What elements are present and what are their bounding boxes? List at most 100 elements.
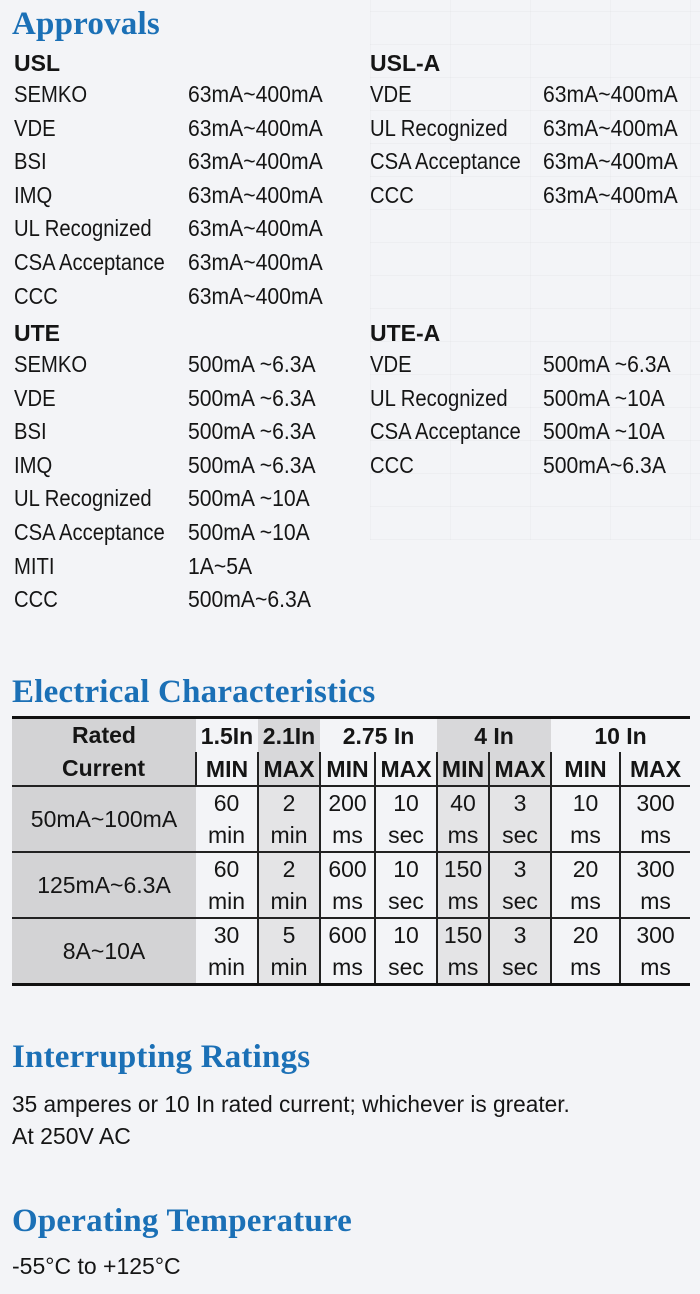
approval-agency: IMQ — [14, 181, 53, 208]
min-max-header: MAX — [257, 752, 320, 787]
ute-group: UTE SEMKO 500mA ~6.3A VDE 500mA ~6.3A BSI 500… — [14, 318, 354, 617]
ute-a-title: UTE-A — [370, 320, 441, 346]
approval-agency: CCC — [14, 282, 58, 309]
approval-range: 500mA~6.3A — [188, 586, 311, 613]
group-header: 10 In — [551, 716, 691, 752]
approval-agency: BSI — [14, 148, 47, 175]
time-value: 3 — [488, 786, 552, 819]
approval-range: 500mA ~6.3A — [188, 384, 316, 411]
time-unit: sec — [373, 819, 438, 853]
approval-row: VDE 500mA ~6.3A — [370, 348, 690, 382]
usl-title: USL — [14, 50, 60, 76]
approval-row: VDE 63mA~400mA — [14, 112, 354, 146]
approval-agency: IMQ — [14, 451, 53, 478]
approval-range: 63mA~400mA — [188, 215, 323, 242]
group-header: 1.5In — [196, 716, 258, 752]
time-unit: ms — [436, 885, 490, 919]
time-unit: min — [257, 885, 320, 919]
min-max-header: MIN — [319, 752, 375, 787]
time-value: 300 — [619, 852, 691, 885]
time-unit: min — [196, 819, 258, 853]
approval-range: 500mA ~10A — [188, 518, 310, 545]
time-value: 600 — [319, 918, 375, 951]
approvals-heading: Approvals — [12, 6, 160, 42]
electrical-table: Rated 1.5In 2.1In 2.75 In 4 In 10 In Cur… — [12, 716, 691, 986]
time-value: 600 — [319, 852, 375, 885]
time-value: 150 — [436, 918, 490, 951]
time-unit: ms — [319, 951, 375, 986]
time-value: 10 — [373, 786, 438, 819]
time-value: 60 — [213, 790, 240, 816]
approval-range: 63mA~400mA — [188, 248, 323, 275]
rated-current-label: 50mA~100mA — [12, 786, 196, 853]
approval-row: CSA Acceptance 63mA~400mA — [370, 145, 690, 179]
ute-a-list: VDE 500mA ~6.3A UL Recognized 500mA ~10A CSA… — [370, 348, 690, 482]
time-value: 60 — [213, 856, 240, 882]
min-max-header: MIN — [550, 752, 621, 787]
time-value: 300 — [619, 786, 691, 819]
approval-agency: CSA Acceptance — [370, 148, 521, 175]
approval-agency: VDE — [370, 81, 412, 107]
approval-agency: MITI — [14, 552, 55, 579]
approval-range: 63mA~400mA — [543, 148, 678, 175]
approval-range: 500mA~6.3A — [543, 451, 666, 478]
usl-a-list: VDE 63mA~400mA UL Recognized 63mA~400mA CSA … — [370, 78, 690, 212]
group-header: 4 In — [437, 716, 552, 752]
time-unit: ms — [436, 951, 490, 986]
approval-range: 500mA ~6.3A — [188, 351, 316, 377]
approval-row: MITI 1A~5A — [14, 550, 354, 584]
approval-row: SEMKO 500mA ~6.3A — [14, 348, 354, 382]
time-unit: ms — [619, 951, 691, 986]
approval-row: UL Recognized 63mA~400mA — [370, 112, 690, 146]
approval-row: UL Recognized 500mA ~10A — [370, 382, 690, 416]
time-unit: ms — [619, 819, 691, 853]
ute-list: SEMKO 500mA ~6.3A VDE 500mA ~6.3A BSI 500mA ~… — [14, 348, 354, 617]
approval-range: 500mA ~10A — [188, 485, 310, 512]
time-value: 3 — [488, 918, 552, 951]
time-unit: ms — [550, 885, 621, 919]
time-value: 10 — [550, 786, 621, 819]
approval-range: 500mA ~10A — [543, 418, 665, 445]
approval-row: UL Recognized 63mA~400mA — [14, 212, 354, 246]
time-value: 150 — [436, 852, 490, 885]
min-max-header: MAX — [619, 752, 691, 787]
approval-agency: UL Recognized — [370, 384, 508, 411]
approval-agency: VDE — [14, 384, 56, 411]
approval-agency: SEMKO — [14, 351, 88, 377]
approval-range: 1A~5A — [188, 552, 253, 579]
time-value: 3 — [488, 852, 552, 885]
temperature-heading: Operating Temperature — [12, 1203, 352, 1239]
approval-agency: SEMKO — [14, 81, 88, 107]
usl-a-group: USL-A VDE 63mA~400mA UL Recognized 63mA~400… — [370, 48, 690, 212]
approval-range: 63mA~400mA — [543, 114, 678, 141]
approval-row: SEMKO 63mA~400mA — [14, 78, 354, 112]
approval-range: 63mA~400mA — [188, 81, 323, 107]
approval-agency: VDE — [14, 114, 56, 141]
approval-agency: UL Recognized — [370, 114, 508, 141]
approval-range: 500mA ~10A — [543, 384, 665, 411]
usl-group: USL SEMKO 63mA~400mA VDE 63mA~400mA BSI 63mA~… — [14, 48, 354, 313]
interrupting-text-line2: At 250V AC — [12, 1123, 131, 1149]
approval-row: VDE 63mA~400mA — [370, 78, 690, 112]
background-bleed-texture — [370, 0, 700, 540]
rated-current-label: 125mA~6.3A — [12, 852, 196, 919]
time-value: 10 — [373, 918, 438, 951]
approval-row: CCC 63mA~400mA — [14, 280, 354, 314]
approval-row: CSA Acceptance 500mA ~10A — [14, 516, 354, 550]
approval-agency: CCC — [370, 451, 414, 478]
interrupting-heading: Interrupting Ratings — [12, 1039, 311, 1075]
approval-agency: CSA Acceptance — [14, 248, 165, 275]
rated-header-line1: Rated — [12, 716, 196, 752]
approval-range: 63mA~400mA — [188, 282, 323, 309]
approval-range: 500mA ~6.3A — [188, 418, 316, 445]
time-unit: min — [196, 951, 258, 986]
approval-row: VDE 500mA ~6.3A — [14, 382, 354, 416]
temperature-text: -55°C to +125°C — [12, 1253, 181, 1279]
approval-row: BSI 63mA~400mA — [14, 145, 354, 179]
ute-title: UTE — [14, 320, 60, 346]
time-value: 300 — [619, 918, 691, 951]
usl-a-title: USL-A — [370, 50, 441, 76]
time-value: 20 — [550, 918, 621, 951]
approval-row: CCC 500mA~6.3A — [14, 583, 354, 617]
rated-header-line2: Current — [12, 752, 196, 787]
